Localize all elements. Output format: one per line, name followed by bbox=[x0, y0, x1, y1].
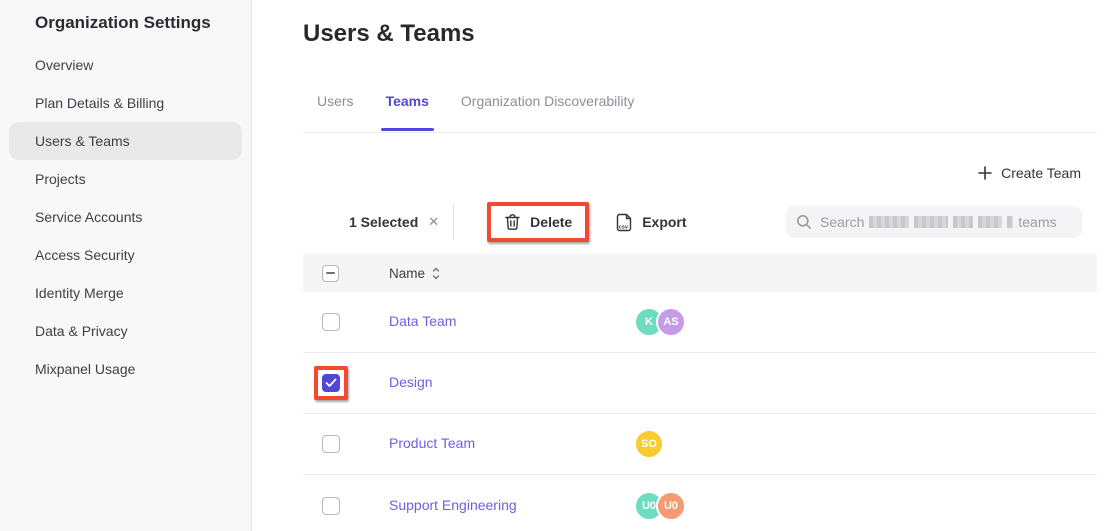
sidebar-nav: Overview Plan Details & Billing Users & … bbox=[0, 46, 251, 388]
clear-selection-icon[interactable]: ✕ bbox=[428, 214, 440, 229]
search-input[interactable]: Search teams bbox=[786, 206, 1082, 238]
svg-text:csv: csv bbox=[619, 224, 629, 230]
trash-icon bbox=[504, 213, 521, 231]
redacted-text-block bbox=[953, 216, 974, 228]
sidebar-item-users-teams[interactable]: Users & Teams bbox=[9, 122, 242, 160]
member-avatars: K AS bbox=[634, 307, 1097, 337]
sidebar-item-data-privacy[interactable]: Data & Privacy bbox=[35, 323, 128, 339]
redacted-text-block bbox=[978, 216, 1003, 228]
table-row: Design bbox=[303, 353, 1097, 414]
check-icon bbox=[325, 378, 337, 387]
tab-users[interactable]: Users bbox=[317, 93, 354, 109]
main-content: Users & Teams Users Teams Organization D… bbox=[253, 0, 1108, 531]
member-avatars: SO bbox=[634, 429, 1097, 459]
tab-teams[interactable]: Teams bbox=[380, 93, 435, 131]
indeterminate-mark-icon bbox=[326, 272, 335, 274]
sidebar-item-service-accounts[interactable]: Service Accounts bbox=[35, 209, 143, 225]
export-button-label: Export bbox=[642, 214, 687, 230]
redacted-text-block bbox=[1007, 216, 1014, 228]
redacted-text-block bbox=[914, 216, 949, 228]
table-header-row: Name bbox=[303, 254, 1097, 292]
create-team-label: Create Team bbox=[1001, 165, 1081, 181]
sidebar-item-mixpanel-usage[interactable]: Mixpanel Usage bbox=[35, 361, 136, 377]
selected-count-label: 1 Selected bbox=[349, 214, 419, 230]
sidebar-item-projects[interactable]: Projects bbox=[35, 171, 86, 187]
row-checkbox[interactable] bbox=[322, 435, 340, 453]
csv-file-icon: csv bbox=[616, 213, 633, 232]
sidebar-item-identity-merge[interactable]: Identity Merge bbox=[35, 285, 124, 301]
export-button[interactable]: csv Export bbox=[616, 213, 687, 232]
team-name-link[interactable]: Support Engineering bbox=[389, 496, 517, 513]
select-all-checkbox[interactable] bbox=[322, 264, 339, 282]
sidebar-item-plan-details-billing[interactable]: Plan Details & Billing bbox=[35, 95, 165, 111]
tab-organization-discoverability[interactable]: Organization Discoverability bbox=[460, 93, 635, 109]
member-avatars: U0 U0 bbox=[634, 490, 1097, 521]
plus-icon bbox=[978, 166, 992, 180]
teams-table: Name Data Team K AS bbox=[303, 254, 1097, 531]
create-team-button[interactable]: Create Team bbox=[978, 165, 1081, 181]
delete-button[interactable]: Delete bbox=[487, 202, 590, 242]
team-name-link[interactable]: Product Team bbox=[389, 435, 476, 451]
table-row: Product Team SO bbox=[303, 414, 1097, 475]
sidebar-title: Organization Settings bbox=[35, 13, 211, 32]
tab-bar: Users Teams Organization Discoverability bbox=[303, 91, 1097, 133]
avatar: U0 bbox=[656, 490, 686, 521]
redacted-text-block bbox=[869, 216, 910, 228]
search-placeholder: Search teams bbox=[820, 214, 1057, 230]
selection-toolbar: 1 Selected ✕ Delete csv Ex bbox=[303, 200, 1097, 244]
search-icon bbox=[796, 214, 812, 230]
sort-icon[interactable] bbox=[432, 267, 440, 280]
avatar: SO bbox=[634, 429, 664, 459]
avatar: AS bbox=[656, 307, 686, 337]
page-title: Users & Teams bbox=[303, 20, 475, 47]
sidebar-item-overview[interactable]: Overview bbox=[35, 57, 94, 73]
sidebar: Organization Settings Overview Plan Deta… bbox=[0, 0, 252, 531]
actions-row: Create Team bbox=[303, 149, 1097, 197]
checkbox-highlight-annotation bbox=[314, 366, 348, 400]
row-checkbox[interactable] bbox=[322, 374, 340, 392]
row-checkbox[interactable] bbox=[322, 313, 340, 331]
team-name-link[interactable]: Design bbox=[389, 374, 433, 390]
toolbar-divider bbox=[453, 204, 455, 240]
team-name-link[interactable]: Data Team bbox=[389, 313, 457, 329]
selected-count-group: 1 Selected ✕ bbox=[349, 214, 439, 230]
sidebar-item-access-security[interactable]: Access Security bbox=[35, 247, 135, 263]
delete-button-label: Delete bbox=[530, 214, 573, 230]
table-row: Data Team K AS bbox=[303, 292, 1097, 353]
column-header-name[interactable]: Name bbox=[389, 265, 426, 281]
row-checkbox[interactable] bbox=[322, 496, 340, 515]
table-row: Support Engineering U0 U0 bbox=[303, 475, 1097, 531]
